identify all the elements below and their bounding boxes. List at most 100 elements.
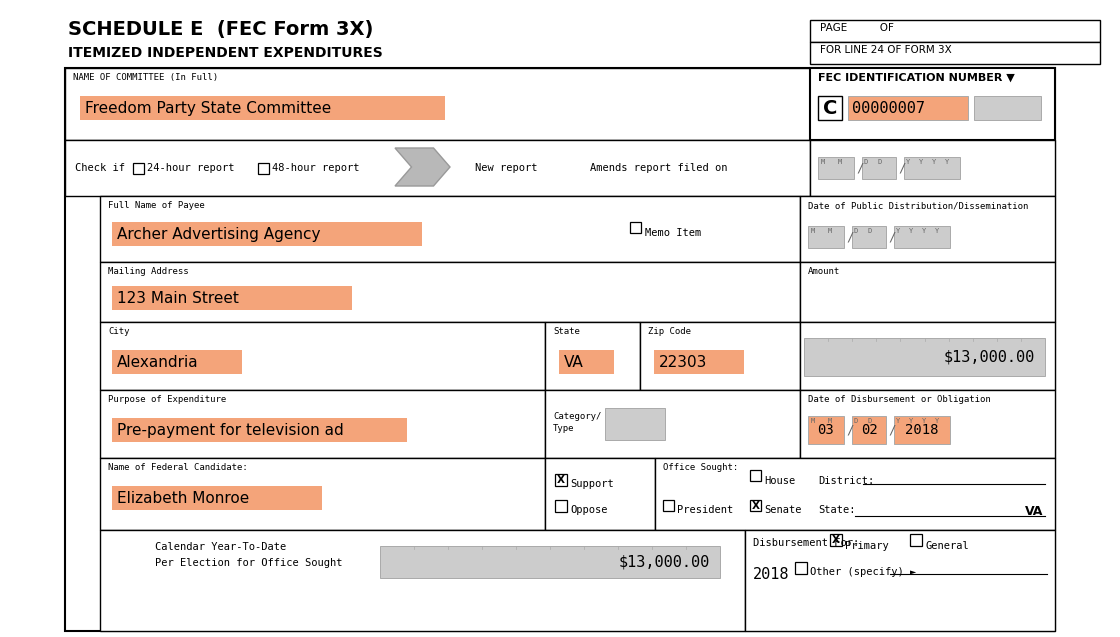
Bar	[629, 222, 641, 233]
Bar	[862, 157, 896, 179]
Text: Per Election for Office Sought: Per Election for Office Sought	[155, 558, 343, 568]
Bar	[380, 546, 720, 578]
Bar	[133, 163, 144, 174]
Text: General: General	[925, 541, 969, 551]
Text: Y: Y	[909, 418, 913, 424]
Text: M: M	[828, 228, 832, 234]
Text: VA: VA	[1025, 505, 1044, 518]
Text: D: D	[864, 159, 868, 165]
Text: /: /	[898, 162, 905, 175]
Bar	[80, 96, 445, 120]
Text: /: /	[888, 231, 896, 243]
Text: /: /	[846, 424, 853, 436]
Text: Name of Federal Candidate:: Name of Federal Candidate:	[108, 463, 248, 472]
Bar	[112, 486, 323, 510]
Text: FOR LINE 24 OF FORM 3X: FOR LINE 24 OF FORM 3X	[820, 45, 952, 55]
Text: Full Name of Payee: Full Name of Payee	[108, 201, 205, 210]
Text: NAME OF COMMITTEE (In Full): NAME OF COMMITTEE (In Full)	[73, 73, 218, 82]
Text: Date of Disbursement or Obligation: Date of Disbursement or Obligation	[808, 395, 991, 404]
Text: X: X	[557, 475, 564, 485]
Bar	[750, 470, 760, 481]
Text: D: D	[878, 159, 883, 165]
Text: Y: Y	[935, 418, 940, 424]
Text: Alexandria: Alexandria	[116, 355, 198, 369]
Bar	[894, 416, 950, 444]
Text: M: M	[821, 159, 825, 165]
Bar	[800, 262, 1055, 322]
Bar	[750, 500, 760, 511]
Bar	[818, 157, 853, 179]
Bar	[258, 163, 269, 174]
Text: Calendar Year-To-Date: Calendar Year-To-Date	[155, 542, 287, 552]
Text: Y: Y	[920, 159, 923, 165]
Bar	[100, 390, 545, 458]
Text: State:: State:	[818, 505, 856, 515]
Text: Date of Public Distribution/Dissemination: Date of Public Distribution/Disseminatio…	[808, 201, 1028, 210]
Text: M: M	[838, 159, 842, 165]
Text: Memo Item: Memo Item	[645, 228, 701, 238]
Text: City: City	[108, 327, 130, 336]
Bar	[112, 350, 242, 374]
Text: Y: Y	[935, 228, 940, 234]
Text: PAGE          OF: PAGE OF	[820, 23, 894, 33]
Polygon shape	[395, 148, 450, 186]
Text: Category/: Category/	[553, 412, 601, 421]
Bar	[65, 140, 810, 196]
Bar	[800, 390, 1055, 458]
Text: Amends report filed on: Amends report filed on	[590, 163, 728, 173]
Text: M: M	[828, 418, 832, 424]
Bar	[65, 68, 810, 140]
Text: D: D	[868, 418, 872, 424]
Bar	[545, 458, 655, 530]
Bar	[745, 530, 1055, 631]
Text: 00000007: 00000007	[852, 101, 925, 115]
Bar	[795, 562, 808, 574]
Text: 2018: 2018	[905, 423, 939, 437]
Bar	[556, 474, 567, 486]
Bar	[559, 350, 614, 374]
Text: Mailing Address: Mailing Address	[108, 267, 188, 276]
Text: 22303: 22303	[659, 355, 708, 369]
Text: D: D	[868, 228, 872, 234]
Text: New report: New report	[475, 163, 538, 173]
Text: D: D	[853, 418, 858, 424]
Text: VA: VA	[564, 355, 584, 369]
Bar	[545, 322, 640, 390]
Text: Archer Advertising Agency: Archer Advertising Agency	[116, 227, 320, 241]
Text: Type: Type	[553, 424, 575, 433]
Bar	[556, 500, 567, 512]
Text: FEC IDENTIFICATION NUMBER ▼: FEC IDENTIFICATION NUMBER ▼	[818, 73, 1015, 83]
Text: Senate: Senate	[764, 505, 802, 515]
Bar	[808, 416, 844, 444]
Bar	[894, 226, 950, 248]
Bar	[852, 226, 886, 248]
Bar	[112, 286, 352, 310]
Bar	[65, 68, 1055, 631]
Bar	[804, 338, 1045, 376]
Text: President: President	[676, 505, 734, 515]
Text: Oppose: Oppose	[570, 505, 607, 515]
Bar	[848, 96, 968, 120]
Bar	[100, 322, 545, 390]
Text: Y: Y	[896, 228, 900, 234]
Text: Check if: Check if	[75, 163, 125, 173]
Text: House: House	[764, 476, 795, 486]
Text: Elizabeth Monroe: Elizabeth Monroe	[116, 490, 250, 506]
Text: Y: Y	[896, 418, 900, 424]
Text: 123 Main Street: 123 Main Street	[116, 290, 239, 306]
Text: Y: Y	[922, 418, 926, 424]
Text: 24-hour report: 24-hour report	[147, 163, 234, 173]
Text: Y: Y	[909, 228, 913, 234]
Text: Pre-payment for television ad: Pre-payment for television ad	[116, 422, 344, 438]
Bar	[112, 222, 422, 246]
Bar	[800, 322, 1055, 390]
Text: M: M	[811, 228, 815, 234]
Bar	[100, 530, 745, 631]
Text: ITEMIZED INDEPENDENT EXPENDITURES: ITEMIZED INDEPENDENT EXPENDITURES	[68, 46, 383, 60]
Bar	[909, 534, 922, 546]
Text: SCHEDULE E  (FEC Form 3X): SCHEDULE E (FEC Form 3X)	[68, 20, 373, 39]
Bar	[974, 96, 1040, 120]
Bar	[654, 350, 744, 374]
Bar	[545, 390, 800, 458]
Bar	[605, 408, 665, 440]
